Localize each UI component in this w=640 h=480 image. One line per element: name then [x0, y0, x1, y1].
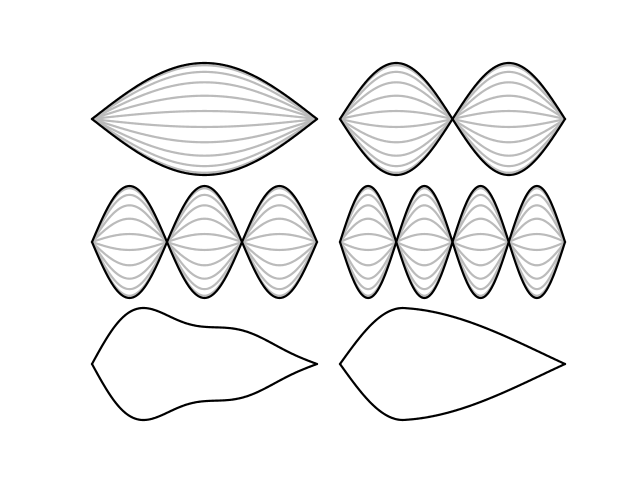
panel-superposition-shape — [90, 306, 319, 422]
harmonic-line — [90, 193, 319, 291]
harmonic-line — [90, 117, 319, 157]
panel-mode-1 — [90, 61, 319, 177]
harmonic-line — [90, 187, 319, 297]
harmonic-line — [90, 187, 319, 297]
harmonic-line — [90, 193, 319, 291]
envelope-bottom — [338, 362, 567, 422]
panels-group — [90, 61, 567, 422]
envelope-bottom — [90, 117, 319, 177]
harmonic-line — [90, 204, 319, 280]
envelope-bottom — [90, 184, 319, 300]
envelope-top — [90, 306, 319, 366]
panel-mode-3 — [90, 184, 319, 300]
panel-mode-2 — [338, 61, 567, 177]
harmonic-line — [90, 217, 319, 267]
panel-mode-4 — [338, 184, 567, 300]
envelope-top — [338, 306, 567, 366]
panel-plucked-shape — [338, 306, 567, 422]
harmonic-line — [90, 232, 319, 252]
harmonic-line — [90, 217, 319, 267]
harmonic-line — [90, 94, 319, 121]
harmonic-line — [90, 117, 319, 144]
harmonic-line — [90, 109, 319, 121]
envelope-top — [90, 61, 319, 121]
harmonic-line — [90, 70, 319, 121]
harmonic-line — [90, 117, 319, 129]
envelope-bottom — [90, 362, 319, 422]
harmonic-line — [90, 117, 319, 168]
harmonic-line — [90, 232, 319, 252]
envelope-top — [90, 184, 319, 300]
envelope-bottom — [338, 184, 567, 300]
envelope-bottom — [338, 61, 567, 177]
harmonic-line — [90, 81, 319, 121]
harmonic-line — [90, 204, 319, 280]
